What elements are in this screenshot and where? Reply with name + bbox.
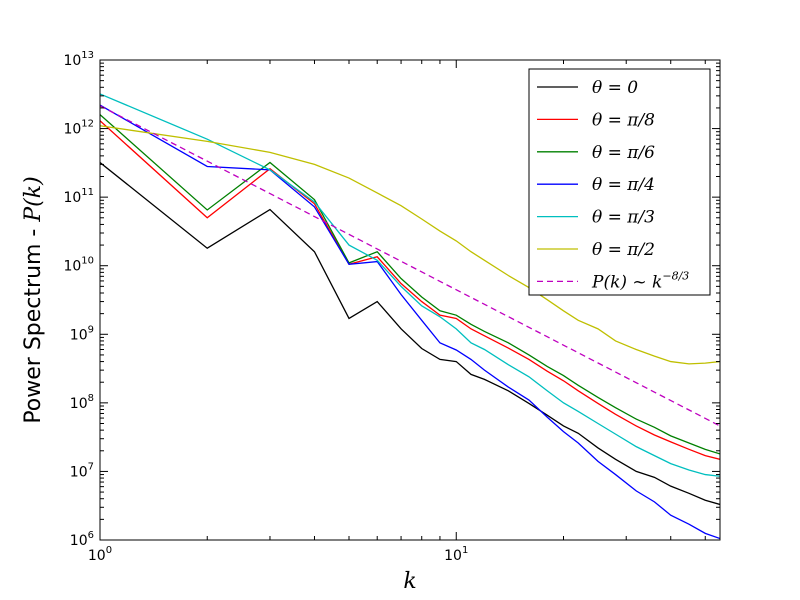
legend: θ = 0 θ = π/8 θ = π/6 θ = π/4 θ = π/3 θ = π/2… bbox=[528, 68, 711, 296]
legend-label: θ = π/6 bbox=[592, 143, 655, 163]
legend-label: θ = π/8 bbox=[592, 110, 655, 130]
tick-layer bbox=[99, 59, 720, 541]
y-axis-label-prefix: Power Spectrum - bbox=[21, 222, 46, 424]
y-axis-label: Power Spectrum - P(k) bbox=[21, 176, 46, 423]
legend-label: θ = π/4 bbox=[592, 175, 655, 195]
legend-label: P(k) ~ k−8/3 bbox=[591, 269, 689, 292]
series-line-0 bbox=[100, 161, 720, 506]
plot-frame bbox=[99, 59, 721, 541]
y-tick-label: 106 bbox=[70, 530, 94, 549]
series-line-4 bbox=[100, 93, 720, 477]
y-axis-label-math: P(k) bbox=[21, 176, 46, 222]
legend-box bbox=[528, 68, 711, 296]
y-tick-label: 1010 bbox=[63, 256, 94, 275]
series-layer bbox=[100, 93, 720, 540]
y-tick-label: 1013 bbox=[63, 50, 94, 69]
series-line-5 bbox=[100, 125, 720, 365]
legend-label: θ = π/3 bbox=[592, 208, 655, 228]
legend-label: θ = 0 bbox=[592, 78, 638, 98]
tick-label-layer: 106 107 108 109 1010 1011 1012 1013 100 101 bbox=[63, 50, 468, 564]
y-tick-label: 1012 bbox=[63, 119, 94, 138]
y-tick-label: 107 bbox=[70, 461, 94, 480]
y-tick-label: 1011 bbox=[63, 187, 94, 206]
series-line-6 bbox=[100, 105, 720, 427]
y-tick-label: 108 bbox=[70, 393, 94, 412]
x-tick-label: 101 bbox=[444, 545, 468, 564]
x-axis-label: k bbox=[403, 569, 416, 594]
legend-label: θ = π/2 bbox=[592, 240, 655, 260]
y-tick-label: 109 bbox=[70, 324, 94, 343]
series-line-3 bbox=[100, 104, 720, 540]
x-tick-label: 100 bbox=[88, 545, 112, 564]
series-line-2 bbox=[100, 114, 720, 455]
